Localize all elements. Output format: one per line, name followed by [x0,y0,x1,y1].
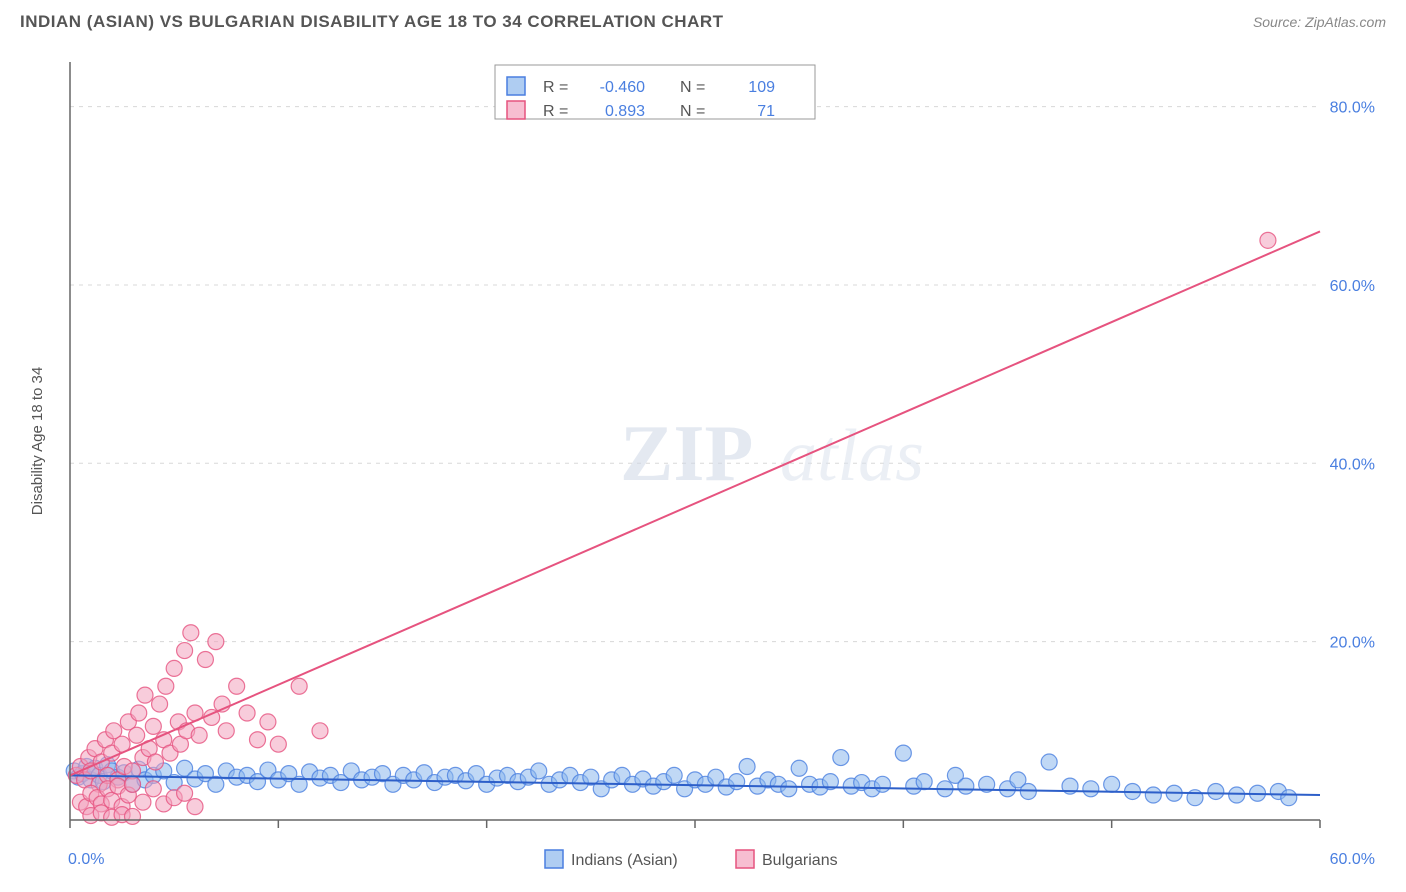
legend-r-label: R = [543,79,568,96]
legend-n-label: N = [680,79,705,96]
data-point [208,634,224,650]
data-point [145,718,161,734]
legend-n-value: 109 [748,79,775,96]
data-point [791,760,807,776]
data-point [833,750,849,766]
data-point [1104,776,1120,792]
data-point [218,723,234,739]
data-point [183,625,199,641]
data-point [177,785,193,801]
data-point [229,678,245,694]
legend-swatch [545,850,563,868]
x-tick-label: 60.0% [1330,851,1375,868]
data-point [125,776,141,792]
data-point [270,736,286,752]
legend-label: Bulgarians [762,852,838,869]
data-point [158,678,174,694]
regression-line [70,231,1320,775]
y-tick-label: 60.0% [1330,278,1375,295]
legend-swatch [507,101,525,119]
data-point [1041,754,1057,770]
chart-title: INDIAN (ASIAN) VS BULGARIAN DISABILITY A… [20,12,724,32]
chart-header: INDIAN (ASIAN) VS BULGARIAN DISABILITY A… [0,0,1406,40]
chart-container: 20.0%40.0%60.0%80.0%ZIPatlas0.0%60.0%Dis… [20,50,1386,872]
data-point [531,763,547,779]
x-tick-label: 0.0% [68,851,104,868]
legend-n-value: 71 [757,103,775,120]
data-point [145,781,161,797]
legend-label: Indians (Asian) [571,852,678,869]
data-point [177,643,193,659]
data-point [1260,232,1276,248]
svg-text:ZIP: ZIP [620,410,753,498]
data-point [166,660,182,676]
data-point [147,754,163,770]
legend-swatch [507,77,525,95]
y-tick-label: 40.0% [1330,456,1375,473]
data-point [187,799,203,815]
data-point [666,767,682,783]
data-point [1208,783,1224,799]
legend-stats: R = -0.460 N = 109 R = 0.893 N = 71 [495,65,815,120]
data-point [895,745,911,761]
y-axis-label: Disability Age 18 to 34 [29,367,46,515]
data-point [291,678,307,694]
legend-swatch [736,850,754,868]
correlation-scatter-chart: 20.0%40.0%60.0%80.0%ZIPatlas0.0%60.0%Dis… [20,50,1386,872]
data-point [781,781,797,797]
legend-r-value: 0.893 [605,103,645,120]
data-point [152,696,168,712]
data-point [137,687,153,703]
data-point [1229,787,1245,803]
y-tick-label: 20.0% [1330,635,1375,652]
data-point [1281,790,1297,806]
data-point [739,758,755,774]
data-point [958,778,974,794]
data-point [729,774,745,790]
data-point [191,727,207,743]
legend-n-label: N = [680,103,705,120]
data-point [260,714,276,730]
data-point [125,808,141,824]
data-point [312,723,328,739]
series [68,232,1276,825]
data-point [129,727,145,743]
data-point [197,651,213,667]
data-point [1145,787,1161,803]
legend-r-label: R = [543,103,568,120]
legend-r-value: -0.460 [600,79,645,96]
legend-series: Indians (Asian) Bulgarians [545,850,838,869]
data-point [250,732,266,748]
y-tick-label: 80.0% [1330,100,1375,117]
data-point [239,705,255,721]
data-point [916,774,932,790]
chart-source: Source: ZipAtlas.com [1253,14,1386,30]
series [66,745,1297,806]
data-point [131,705,147,721]
data-point [875,776,891,792]
data-point [1083,781,1099,797]
data-point [135,794,151,810]
